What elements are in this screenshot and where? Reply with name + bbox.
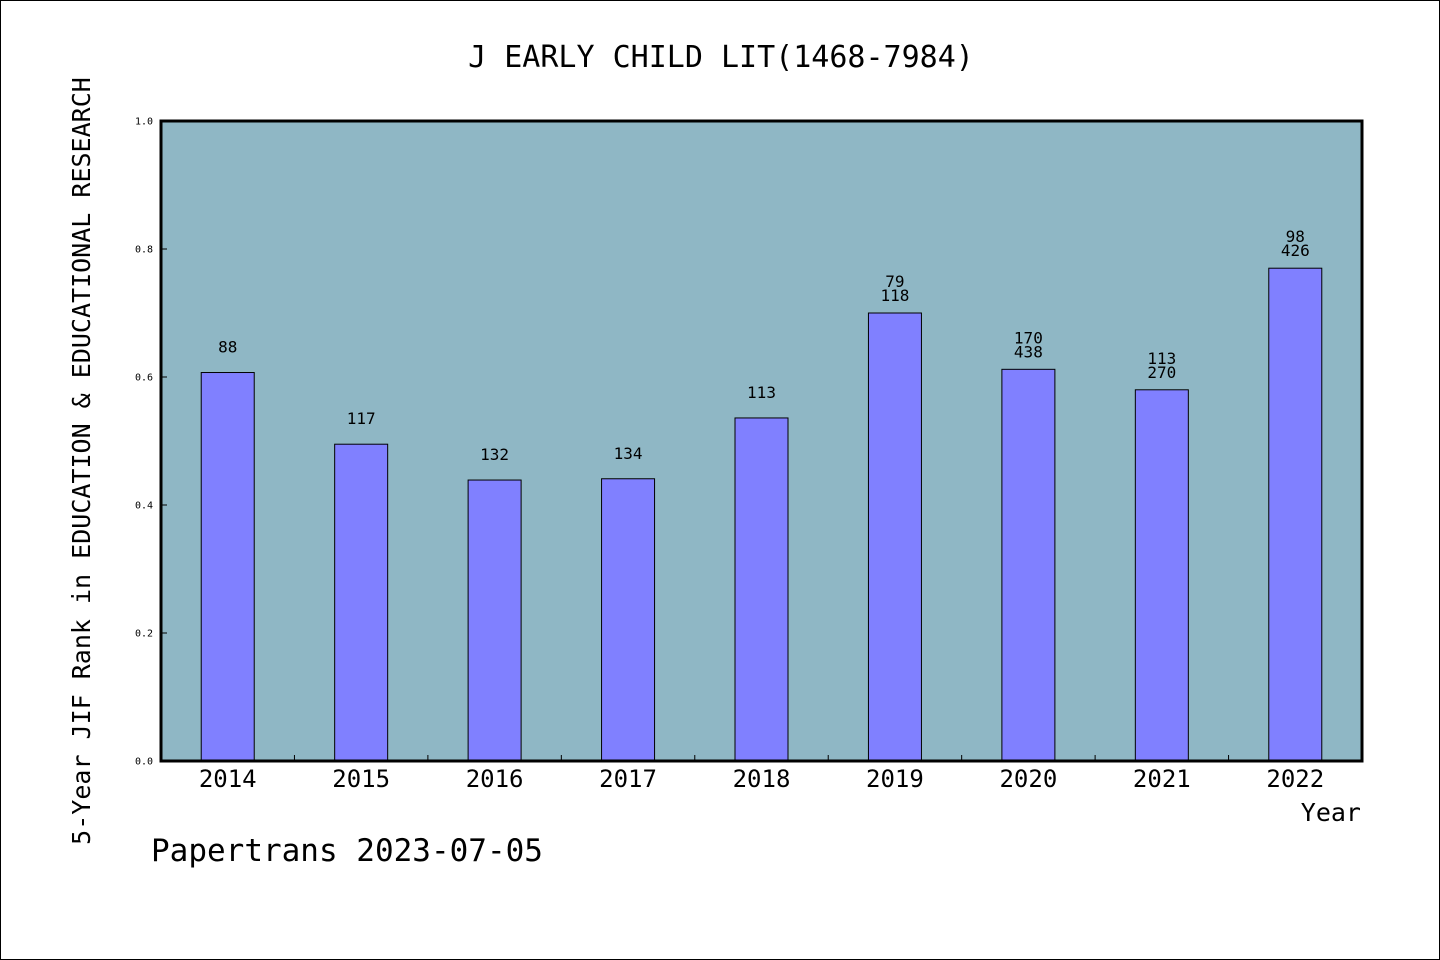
data-label-2017: 134 bbox=[614, 444, 643, 463]
data-label-2021: 270 bbox=[1147, 363, 1176, 382]
bar-2016 bbox=[467, 479, 522, 762]
x-tick-label: 2014 bbox=[199, 765, 257, 793]
bar-2014 bbox=[200, 372, 255, 762]
y-tick-label: 1.0 bbox=[135, 117, 153, 128]
x-axis-label: Year bbox=[1301, 798, 1361, 827]
data-label-2022: 426 bbox=[1281, 241, 1310, 260]
y-tick-label: 0.4 bbox=[135, 501, 153, 512]
x-tick-label: 2020 bbox=[999, 765, 1057, 793]
y-tick-label: 0.2 bbox=[135, 629, 153, 640]
x-tick-label: 2015 bbox=[332, 765, 390, 793]
plot-frame bbox=[159, 119, 1364, 763]
y-tick-label: 0.6 bbox=[135, 373, 153, 384]
x-tick-label: 2017 bbox=[599, 765, 657, 793]
bar-2021 bbox=[1134, 389, 1189, 762]
bar-2022 bbox=[1268, 267, 1323, 762]
data-label-2018: 113 bbox=[747, 383, 776, 402]
x-tick-label: 2018 bbox=[733, 765, 791, 793]
bar-2017 bbox=[601, 478, 656, 762]
data-label-2019: 79 bbox=[885, 272, 904, 291]
x-tick-label: 2021 bbox=[1133, 765, 1191, 793]
bar-2018 bbox=[734, 417, 789, 762]
data-label-2022: 98 bbox=[1286, 227, 1305, 246]
data-label-2020: 438 bbox=[1014, 342, 1043, 361]
data-label-2016: 132 bbox=[480, 445, 509, 464]
y-tick-label: 0.8 bbox=[135, 245, 153, 256]
watermark-text: Papertrans 2023-07-05 bbox=[151, 833, 543, 869]
y-axis-label: 5-Year JIF Rank in EDUCATION & EDUCATION… bbox=[67, 77, 96, 845]
chart-title: J EARLY CHILD LIT(1468-7984) bbox=[468, 40, 974, 75]
x-tick-label: 2016 bbox=[466, 765, 524, 793]
bar-2020 bbox=[1001, 368, 1056, 762]
x-tick-label: 2022 bbox=[1266, 765, 1324, 793]
data-label-2020: 170 bbox=[1014, 328, 1043, 347]
data-label-2021: 113 bbox=[1147, 349, 1176, 368]
data-label-2019: 118 bbox=[880, 286, 909, 305]
y-tick-label: 0.0 bbox=[135, 757, 153, 768]
bar-2019 bbox=[867, 312, 922, 762]
data-label-2015: 117 bbox=[347, 409, 376, 428]
bar-2015 bbox=[334, 443, 389, 762]
data-label-2014: 88 bbox=[218, 338, 237, 357]
x-tick-label: 2019 bbox=[866, 765, 924, 793]
